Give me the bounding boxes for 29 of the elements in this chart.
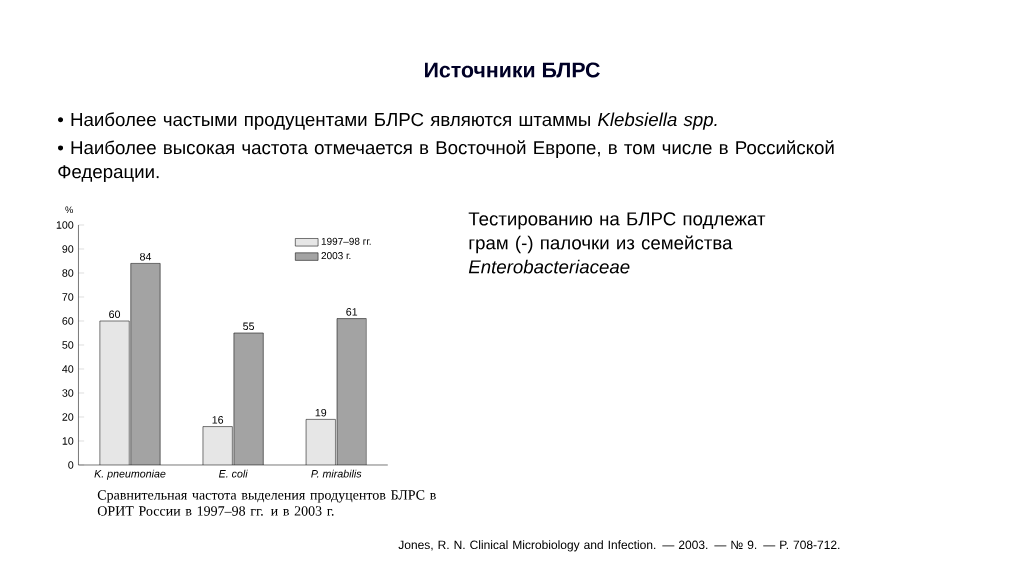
y-tick-label: 100 bbox=[56, 221, 74, 229]
data-label: 16 bbox=[212, 416, 224, 424]
text: • Наиболее высокая частота отмечается в Восточной Европе, в том числе в Российской Федерации. bbox=[58, 140, 834, 182]
x-tick-label: E. coli bbox=[218, 469, 248, 478]
text: Jones, R. N. Clinical Microbiology and Infection. — 2003. — № 9. — P. 708-712. bbox=[398, 540, 840, 552]
y-tick-label: 70 bbox=[62, 293, 74, 301]
y-tick-label: 0 bbox=[68, 461, 74, 469]
legend-label: 2003 г. bbox=[321, 252, 351, 260]
y-tick-label: 30 bbox=[62, 389, 74, 397]
x-tick-label: K. pneumoniae bbox=[94, 469, 166, 480]
y-tick-label: 80 bbox=[62, 269, 74, 277]
data-label: 61 bbox=[346, 308, 358, 316]
data-label: 19 bbox=[315, 408, 327, 417]
y-tick-label: 40 bbox=[62, 365, 74, 373]
x-tick-label: P. mirabilis bbox=[311, 469, 362, 478]
y-tick-label: 90 bbox=[62, 245, 74, 253]
y-tick-label: 10 bbox=[62, 437, 74, 445]
text: Источники БЛРС bbox=[425, 62, 600, 78]
text: Сравнительная частота выделения продуцентов БЛРС в ОРИТ России в 1997–98 гг. и в 2003 г. bbox=[97, 490, 436, 516]
data-label: 84 bbox=[140, 252, 152, 261]
y-tick-label: 20 bbox=[62, 413, 74, 421]
y-axis-title: % bbox=[65, 206, 73, 214]
data-label: 60 bbox=[109, 310, 121, 319]
legend-label: 1997–98 гг. bbox=[321, 237, 371, 245]
text: • Наиболее частыми продуцентами БЛРС являются штаммы Klebsiella spp. bbox=[58, 112, 717, 130]
y-tick-label: 50 bbox=[62, 341, 74, 349]
text: Тестированию на БЛРС подлежат грам (-) палочки из семейства Enterobacteriaceae bbox=[468, 212, 766, 274]
y-tick-label: 60 bbox=[62, 317, 74, 325]
data-label: 55 bbox=[243, 322, 255, 331]
